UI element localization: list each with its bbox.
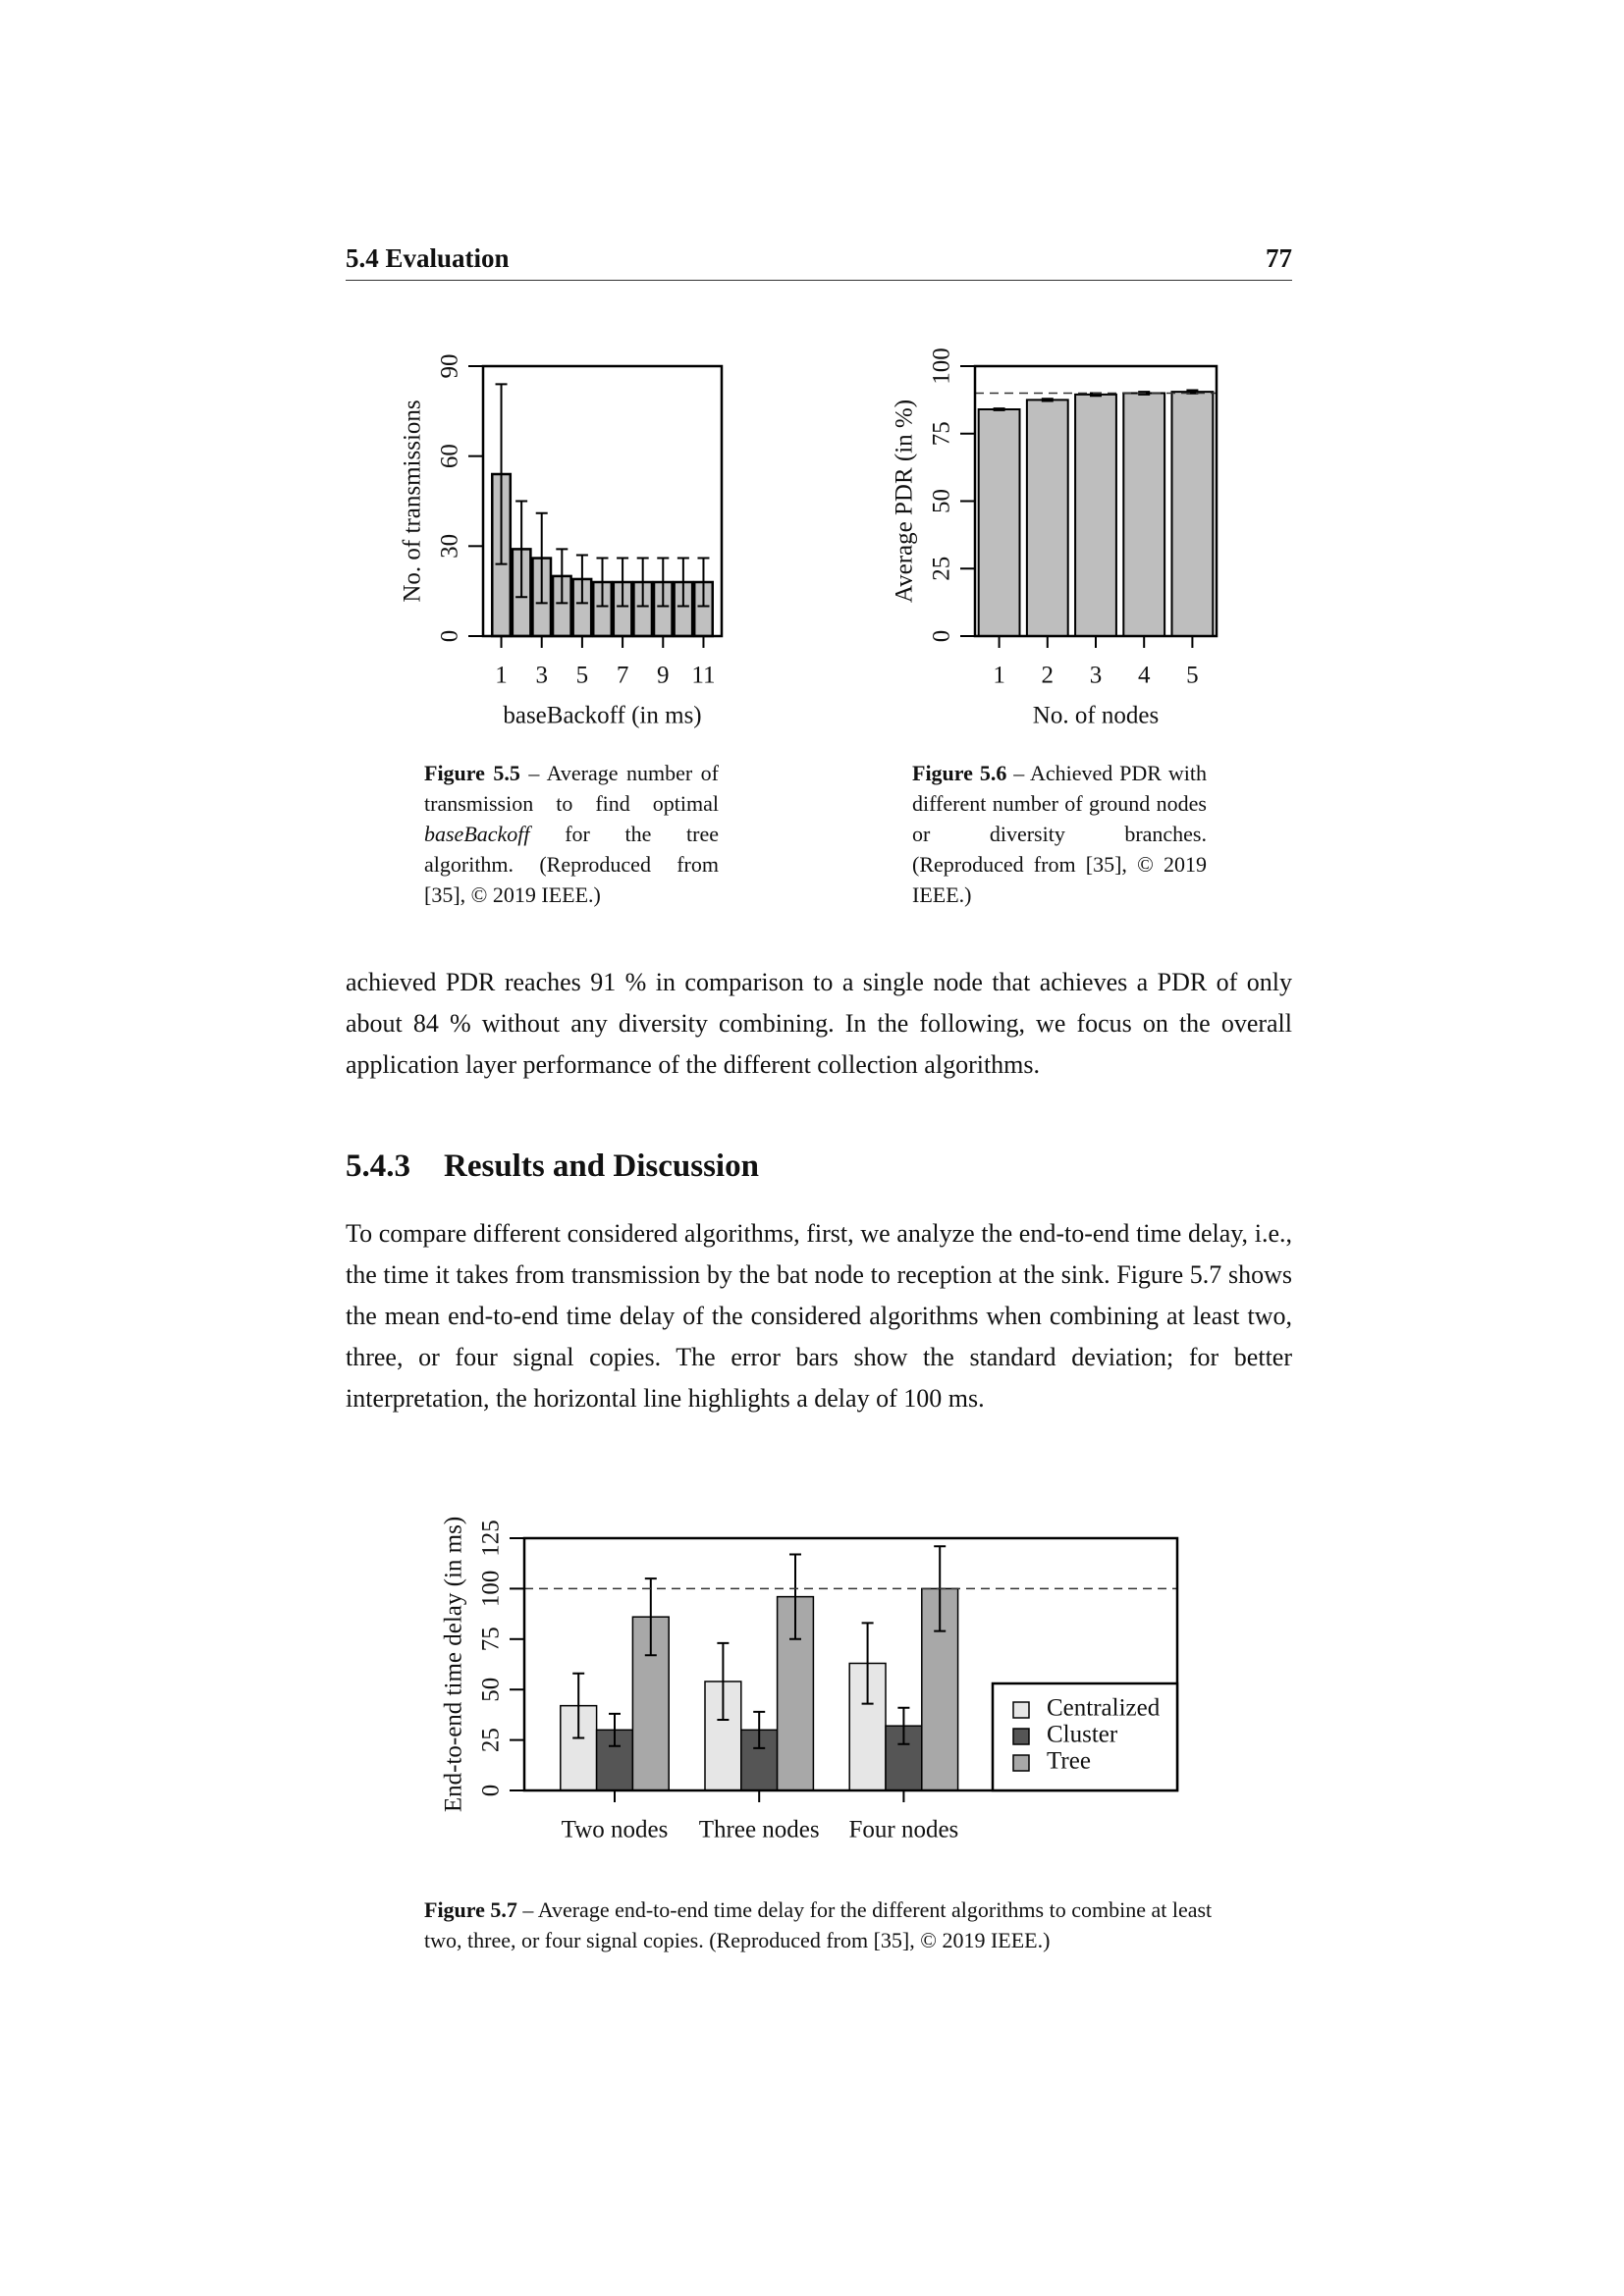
paragraph: achieved PDR reaches 91 % in comparison …: [346, 968, 1292, 1079]
error-bar: [636, 557, 649, 608]
x-tick-label: 3: [535, 663, 548, 689]
caption-label: Figure 5.5: [424, 761, 520, 785]
header-rule: [346, 280, 1292, 281]
x-tick-label: 3: [1090, 663, 1103, 689]
caption-text: for the tree algorithm. (Reproduced from…: [424, 822, 719, 907]
section-heading: 5.4.3 Results and Discussion: [346, 1148, 759, 1185]
y-tick-label: 75: [478, 1627, 505, 1651]
legend-swatch: [1012, 1728, 1030, 1745]
caption-text: – Average end-to-end time delay for the …: [424, 1897, 1213, 1952]
x-tick-label: Four nodes: [848, 1817, 958, 1843]
bar: [1170, 391, 1215, 637]
x-tick-label: Two nodes: [562, 1817, 669, 1843]
y-tick-label: 75: [929, 421, 955, 446]
error-bar: [677, 557, 689, 608]
x-tick-label: 5: [576, 663, 589, 689]
y-axis-label: Average PDR (in %): [892, 400, 918, 603]
x-axis-label: baseBackoff (in ms): [503, 703, 701, 729]
caption-text: – Average number of transmission to find…: [424, 761, 719, 816]
caption: Figure 5.5 – Average number of transmiss…: [424, 758, 719, 910]
legend-label: Centralized: [1047, 1695, 1161, 1722]
y-tick-label: 0: [929, 630, 955, 643]
y-axis-label: End-to-end time delay (in ms): [441, 1517, 467, 1812]
error-bar: [897, 1706, 910, 1745]
error-bar: [789, 1553, 801, 1640]
plot-frame: [973, 364, 1218, 638]
legend-label: Cluster: [1047, 1722, 1118, 1748]
y-tick-label: 60: [437, 444, 463, 468]
error-bar: [697, 557, 710, 608]
y-tick-label: 125: [478, 1520, 505, 1557]
error-bar: [535, 511, 548, 605]
error-bar: [609, 1712, 621, 1747]
x-tick-label: 5: [1186, 663, 1199, 689]
y-tick-label: 50: [478, 1678, 505, 1702]
error-bar: [617, 557, 629, 608]
y-tick-label: 25: [478, 1728, 505, 1752]
page-number: 77: [1266, 243, 1292, 273]
x-tick-label: 9: [657, 663, 670, 689]
error-bar: [657, 557, 670, 608]
error-bar: [515, 500, 528, 599]
y-tick-label: 25: [929, 557, 955, 581]
error-bar: [1041, 398, 1054, 402]
error-bar: [717, 1641, 730, 1722]
x-tick-label: 4: [1138, 663, 1151, 689]
section-number: 5.4.3: [346, 1148, 410, 1184]
y-tick-label: 100: [929, 347, 955, 385]
x-tick-label: 11: [691, 663, 715, 689]
y-axis-label: No. of transmissions: [400, 400, 426, 602]
y-tick-label: 0: [478, 1785, 505, 1797]
error-bar: [993, 407, 1005, 411]
legend-swatch: [1012, 1701, 1030, 1719]
error-bar: [644, 1577, 657, 1657]
running-header: 5.4 Evaluation: [346, 243, 510, 273]
plot-frame: [522, 1536, 1179, 1792]
caption-label: Figure 5.7: [424, 1897, 517, 1922]
caption-text: – Achieved PDR with different number of …: [912, 761, 1207, 907]
bar: [1025, 399, 1069, 637]
legend-label: Tree: [1047, 1748, 1091, 1775]
y-tick-label: 50: [929, 489, 955, 513]
y-tick-label: 30: [437, 534, 463, 559]
bar: [1122, 392, 1166, 637]
x-axis-label: No. of nodes: [1033, 703, 1159, 729]
bar: [977, 408, 1021, 637]
x-tick-label: 7: [617, 663, 629, 689]
error-bar: [495, 383, 508, 565]
y-tick-label: 0: [437, 630, 463, 643]
legend-swatch: [1012, 1754, 1030, 1772]
error-bar: [596, 557, 609, 608]
caption: Figure 5.7 – Average end-to-end time del…: [424, 1895, 1219, 1955]
caption-italic: baseBackoff: [424, 822, 530, 846]
error-bar: [572, 1672, 585, 1739]
x-tick-label: Three nodes: [699, 1817, 820, 1843]
error-bar: [753, 1710, 766, 1749]
error-bar: [575, 554, 588, 605]
x-tick-label: 1: [495, 663, 508, 689]
caption-label: Figure 5.6: [912, 761, 1007, 785]
error-bar: [861, 1622, 874, 1705]
y-tick-label: 90: [437, 354, 463, 379]
x-tick-label: 2: [1042, 663, 1055, 689]
paragraph: To compare different considered algorith…: [346, 1219, 1292, 1413]
bar: [1074, 393, 1117, 637]
section-title: Results and Discussion: [444, 1148, 759, 1184]
x-tick-label: 1: [993, 663, 1005, 689]
y-tick-label: 100: [478, 1571, 505, 1608]
caption: Figure 5.6 – Achieved PDR with different…: [912, 758, 1207, 910]
error-bar: [556, 548, 568, 605]
plot-frame: [481, 364, 724, 638]
